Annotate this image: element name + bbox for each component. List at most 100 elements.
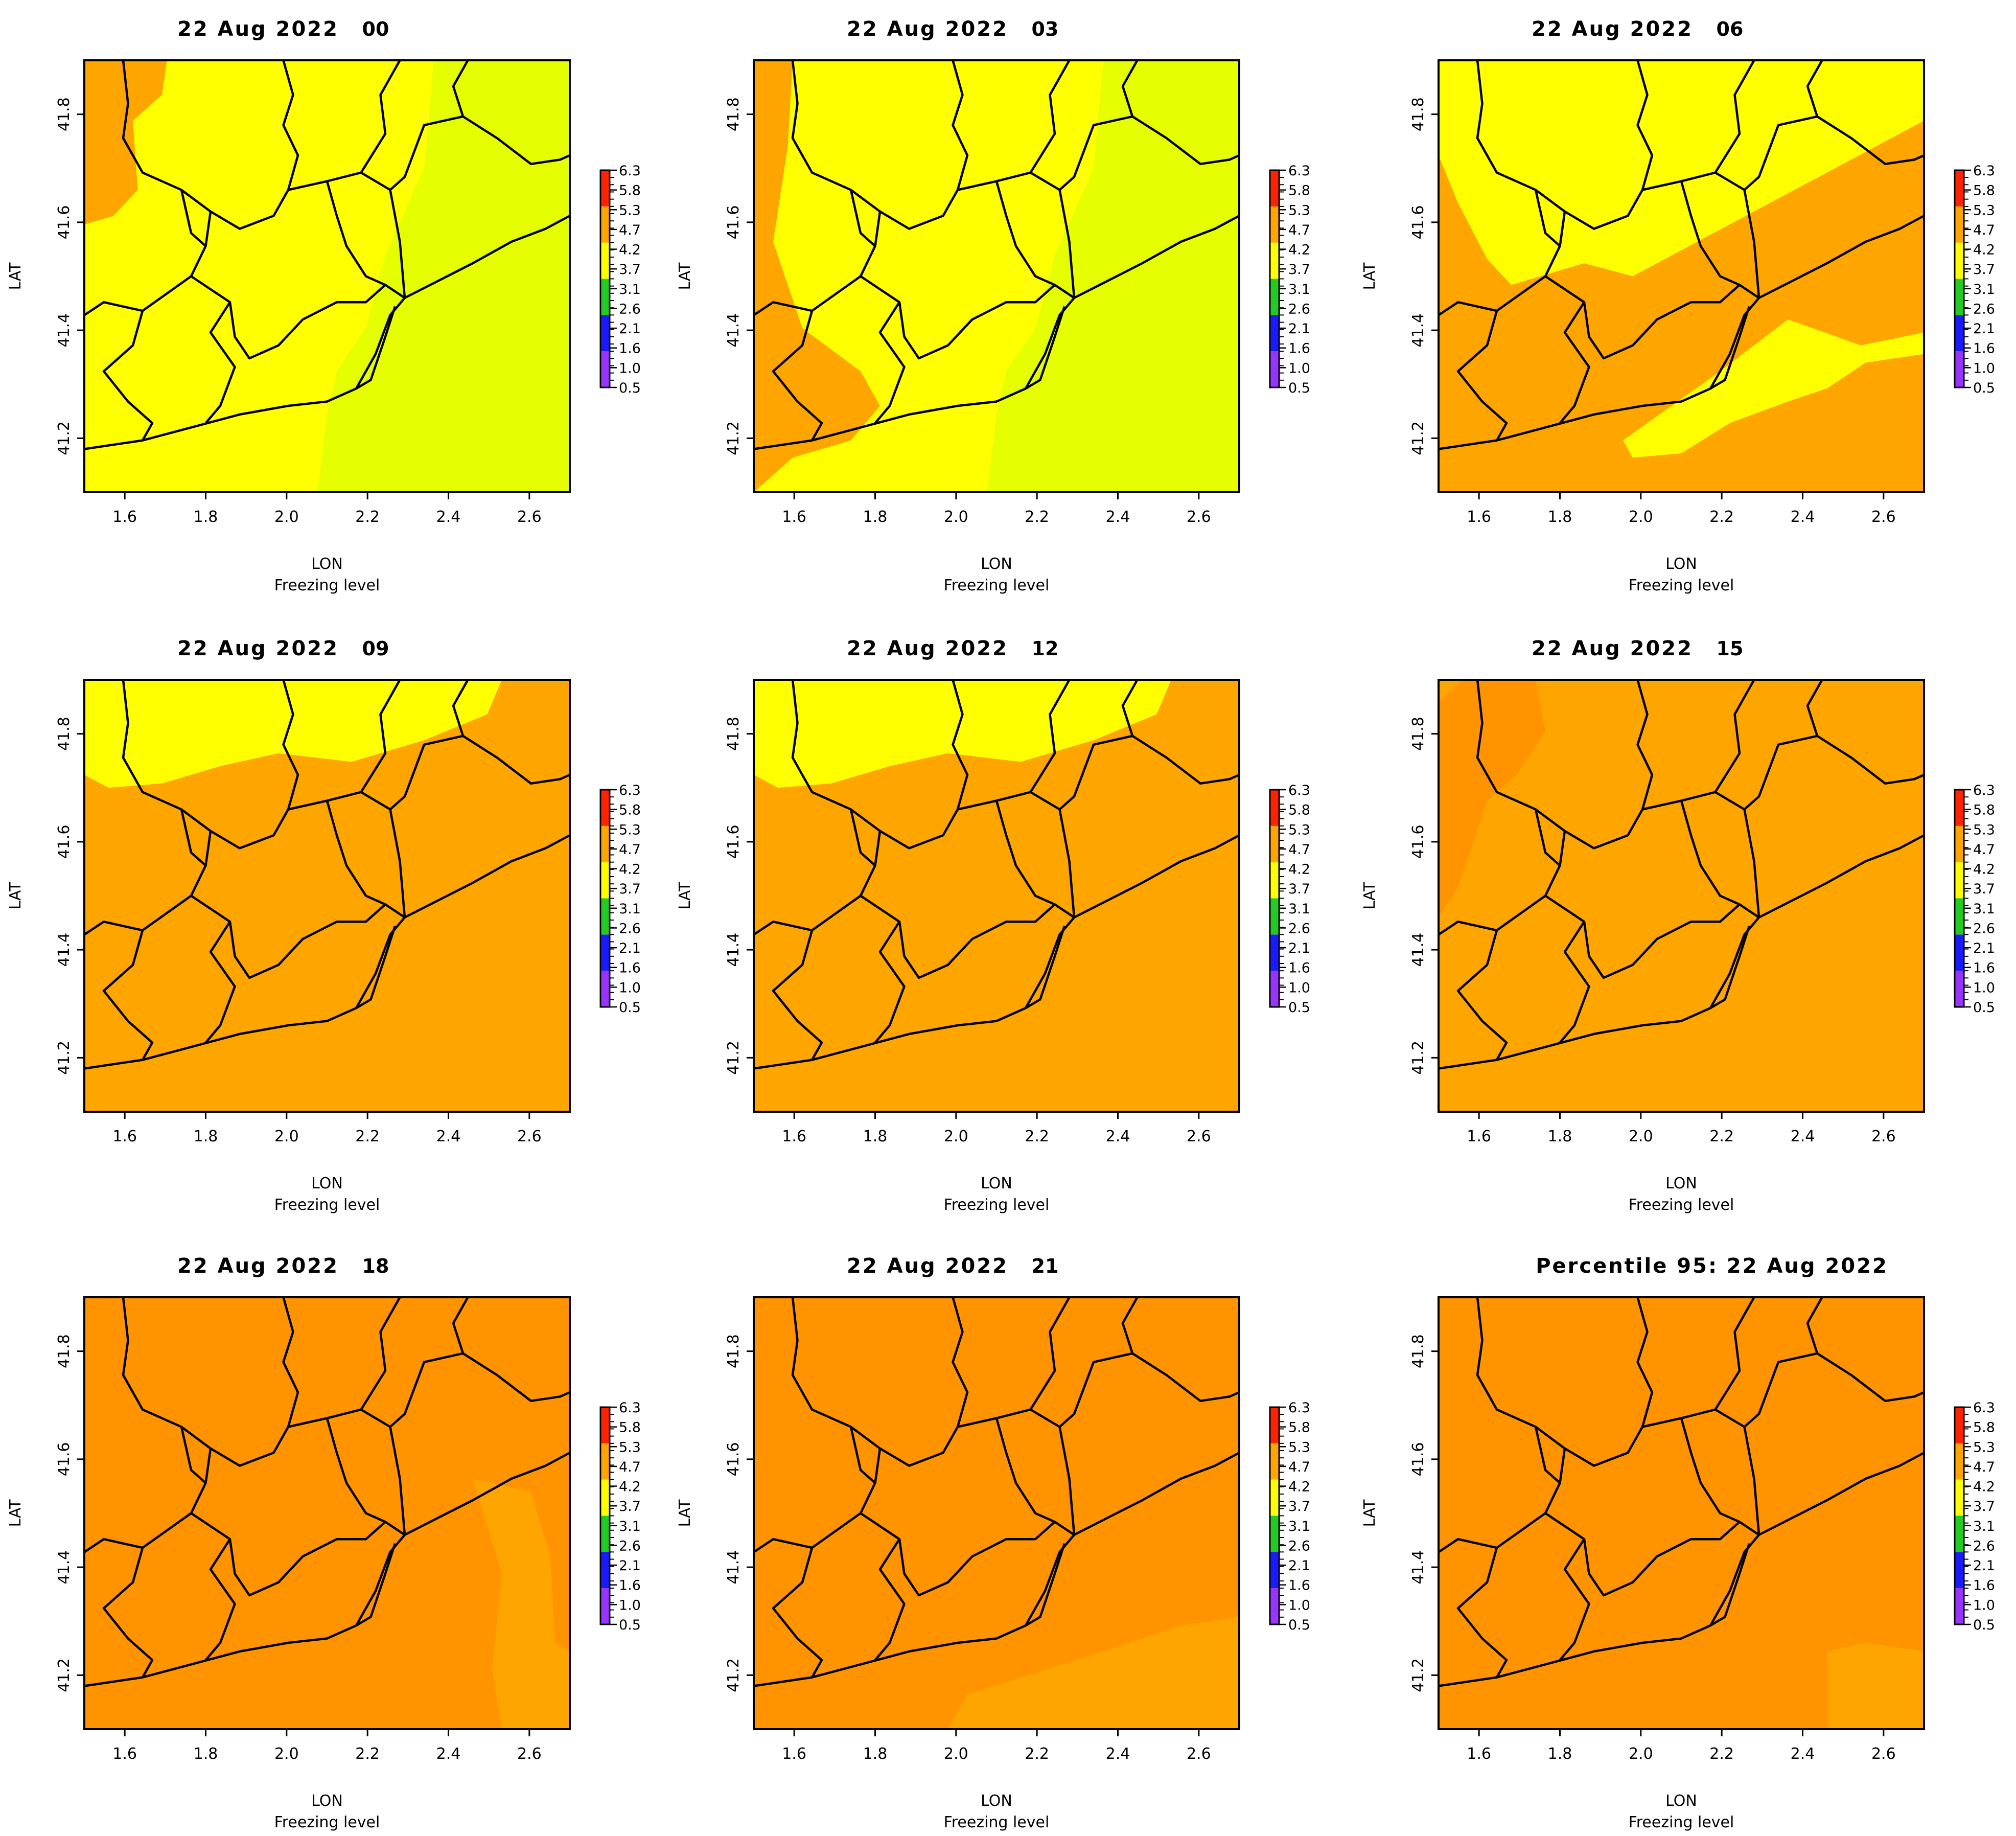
province-boundaries (753, 59, 1240, 450)
boundary-line (1121, 59, 1139, 117)
colorbar-segment (600, 934, 610, 971)
colorbar-label: 4.7 (619, 1459, 641, 1475)
y-tick-label: 41.8 (55, 717, 73, 751)
y-tick-label: 41.6 (1409, 824, 1427, 859)
boundary-line (1456, 310, 1508, 441)
colorbar: 6.3 5.8 5.3 4.7 4.2 3.7 3.1 2.6 2.1 1.6 1.0 0.5 (1954, 783, 1995, 1016)
colorbar-segment (1955, 351, 1964, 387)
x-axis: 1.6 1.8 2.0 2.2 2.4 2.6 LON Freezing level (112, 1112, 542, 1214)
map-frame (753, 679, 1240, 1113)
map-frame (83, 59, 571, 493)
colorbar-segment (600, 898, 610, 935)
colorbar-label: 6.3 (1288, 783, 1310, 798)
colorbar-label: 2.1 (1288, 321, 1310, 337)
y-axis: 41.2 41.4 41.6 41.8 LAT (1361, 1334, 1439, 1692)
y-tick-label: 41.8 (725, 717, 743, 751)
colorbar-label: 3.1 (619, 1519, 641, 1534)
colorbar-label: 6.3 (619, 163, 641, 179)
boundary-line (83, 894, 192, 936)
colorbar-label: 5.8 (619, 183, 641, 199)
boundary-line (1438, 1512, 1546, 1553)
colorbar-label: 0.5 (619, 380, 641, 396)
x-tick-label: 2.0 (944, 1128, 968, 1145)
x-tick-label: 2.0 (1629, 1745, 1653, 1763)
colorbar: 6.3 5.8 5.3 4.7 4.2 3.7 3.1 2.6 2.1 1.6 1.0 0.5 (1269, 1400, 1310, 1633)
boundary-line (190, 211, 406, 360)
colorbar-label: 5.3 (1288, 822, 1310, 838)
colorbar-segment (1955, 1552, 1964, 1589)
x-axis: 1.6 1.8 2.0 2.2 2.4 2.6 LON Freezing level (112, 1729, 542, 1831)
boundary-line (859, 1448, 1075, 1597)
boundary-line (282, 60, 299, 191)
x-axis: 1.6 1.8 2.0 2.2 2.4 2.6 LON Freezing level (782, 1112, 1211, 1214)
colorbar-label: 0.5 (1288, 1000, 1310, 1016)
colorbar-label: 3.1 (1288, 1519, 1310, 1534)
colorbar-segment (600, 862, 610, 899)
colorbar-segment (600, 790, 610, 826)
colorbar: 6.3 5.8 5.3 4.7 4.2 3.7 3.1 2.6 2.1 1.6 1.0 0.5 (1269, 163, 1310, 396)
y-tick-label: 41.6 (1409, 205, 1427, 239)
x-tick-label: 1.6 (112, 1745, 137, 1763)
x-tick-label: 2.0 (1629, 508, 1653, 526)
y-axis: 41.2 41.4 41.6 41.8 LAT (1361, 717, 1439, 1075)
x-tick-label: 2.0 (1629, 1128, 1653, 1145)
colorbar-label: 5.8 (1973, 1420, 1995, 1436)
colorbar-label: 6.3 (1973, 163, 1995, 179)
colorbar-segment (1270, 1516, 1279, 1552)
y-tick-label: 41.6 (55, 824, 73, 859)
panel-title: 22 Aug 2022 15 (1532, 637, 1743, 660)
boundary-line (1438, 275, 1546, 316)
y-tick-label: 41.8 (55, 97, 73, 131)
x-tick-label: 2.2 (1709, 508, 1734, 526)
x-tick-label: 1.8 (194, 1128, 218, 1145)
province-boundaries (1438, 1296, 1925, 1687)
panel-title-date: 22 Aug 2022 (177, 17, 339, 41)
x-axis-label: LON (311, 1175, 343, 1192)
boundary-line (1058, 1427, 1076, 1535)
boundary-line (1636, 1297, 1654, 1428)
colorbar-label: 4.7 (1288, 1459, 1310, 1475)
x-tick-label: 2.6 (1187, 1745, 1211, 1763)
colorbar-segment (600, 1443, 610, 1480)
map-panel: 22 Aug 2022 06 1.6 1.8 2.0 2.2 2.4 2.6 LON Freezi… (1361, 17, 1995, 594)
colorbar-segment (1270, 206, 1279, 243)
map-frame (1438, 59, 1925, 493)
boundary-line (288, 59, 401, 191)
colorbar-segment (1270, 242, 1279, 279)
boundary-line (326, 800, 386, 906)
colorbar-label: 5.3 (1973, 202, 1995, 218)
colorbar-segment (1955, 862, 1964, 899)
map-frame (753, 1296, 1240, 1730)
boundary-line (1642, 1296, 1755, 1428)
boundary-line (772, 310, 823, 441)
colorbar-label: 1.6 (1288, 341, 1310, 357)
panel-title-hour: 06 (1717, 18, 1744, 40)
colorbar-segment (600, 1516, 610, 1552)
boundary-line (84, 1452, 571, 1687)
colorbar-segment (1955, 1479, 1964, 1516)
x-tick-label: 2.4 (436, 1128, 461, 1145)
boundary-line (1544, 1448, 1760, 1597)
colorbar: 6.3 5.8 5.3 4.7 4.2 3.7 3.1 2.6 2.1 1.6 1.0 0.5 (599, 783, 641, 1016)
boundary-line (957, 1296, 1071, 1428)
boundary-line (874, 301, 906, 424)
boundary-line (84, 215, 571, 450)
colorbar-segment (1955, 279, 1964, 315)
y-tick-label: 41.6 (1409, 1442, 1427, 1476)
colorbar-segment (1270, 790, 1279, 826)
boundary-line (753, 1512, 862, 1553)
colorbar-segment (1270, 315, 1279, 352)
colorbar-label: 1.0 (1288, 1597, 1310, 1613)
boundary-line (1559, 921, 1590, 1044)
colorbar-label: 4.7 (1288, 842, 1310, 858)
y-axis-label: LAT (1361, 882, 1379, 910)
colorbar-segment (1955, 1516, 1964, 1552)
colorbar-label: 4.7 (1973, 842, 1995, 858)
y-tick-label: 41.2 (725, 1041, 743, 1075)
field-region-northwest-patches (1439, 680, 1545, 917)
colorbar-label: 2.1 (1288, 1558, 1310, 1574)
x-tick-label: 1.8 (194, 508, 218, 526)
y-axis-label: LAT (7, 1499, 25, 1527)
field-region-southeast-sea (1827, 1643, 1924, 1729)
map-frame (83, 679, 571, 1113)
